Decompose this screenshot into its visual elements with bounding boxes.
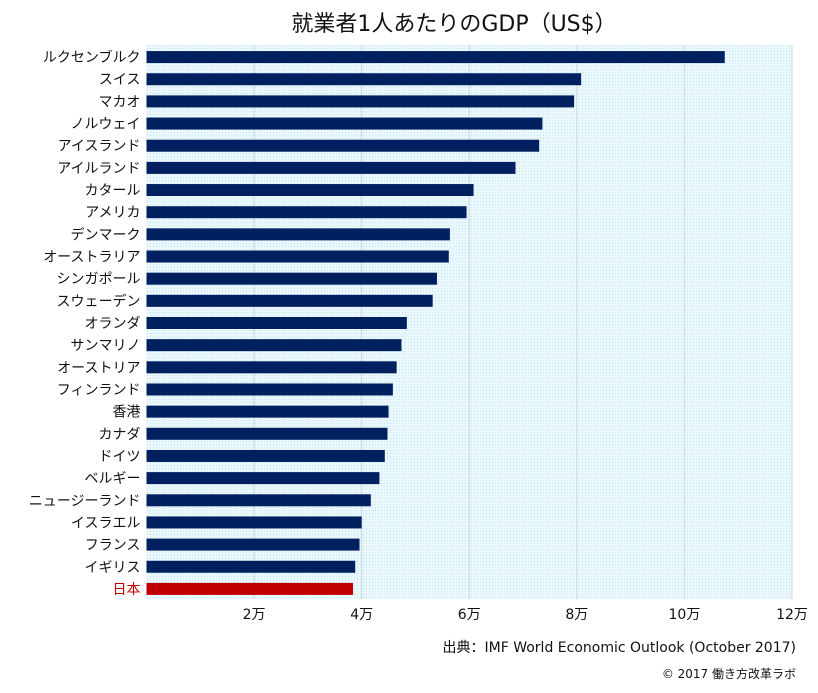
bar bbox=[146, 361, 397, 374]
bar bbox=[146, 294, 433, 307]
bar bbox=[146, 339, 402, 352]
bar bbox=[146, 472, 380, 485]
bar bbox=[146, 184, 474, 197]
y-category-label: 日本 bbox=[113, 582, 141, 598]
y-category-label: アメリカ bbox=[85, 205, 140, 221]
bar bbox=[146, 228, 450, 241]
y-category-label: イギリス bbox=[85, 560, 141, 576]
bar bbox=[146, 582, 354, 595]
y-category-label: シンガポール bbox=[57, 272, 141, 288]
x-tick-label: 10万 bbox=[669, 607, 701, 623]
bar bbox=[146, 538, 360, 551]
bar bbox=[146, 95, 575, 108]
y-category-label: オーストリア bbox=[57, 360, 140, 376]
y-category-label: スウェーデン bbox=[57, 293, 141, 310]
x-tick-label: 8万 bbox=[565, 607, 588, 623]
y-category-label: フランス bbox=[85, 538, 141, 554]
y-category-label: ノルウェイ bbox=[71, 117, 141, 133]
y-category-label: 香港 bbox=[113, 405, 141, 421]
x-tick-label: 4万 bbox=[350, 607, 373, 623]
y-category-label: イスラエル bbox=[71, 515, 141, 531]
bar bbox=[146, 516, 362, 529]
y-category-label: ドイツ bbox=[99, 449, 141, 465]
bar bbox=[146, 51, 725, 64]
bar bbox=[146, 73, 582, 86]
y-category-label: スイス bbox=[99, 72, 141, 88]
y-category-label: ニュージーランド bbox=[29, 493, 141, 509]
bar bbox=[146, 139, 540, 152]
bar bbox=[146, 449, 385, 462]
bar bbox=[146, 161, 516, 174]
bar bbox=[146, 560, 356, 573]
y-category-label: アイルランド bbox=[57, 161, 140, 177]
bar bbox=[146, 206, 467, 219]
bar bbox=[146, 250, 449, 263]
y-category-label: オランダ bbox=[85, 316, 141, 332]
y-category-label: フィンランド bbox=[57, 382, 141, 398]
y-category-label: ルクセンブルク bbox=[43, 49, 141, 66]
bar bbox=[146, 383, 393, 396]
bar bbox=[146, 317, 407, 329]
bar bbox=[146, 405, 389, 418]
bar bbox=[146, 117, 543, 130]
y-category-label: マカオ bbox=[99, 94, 141, 110]
x-tick-label: 6万 bbox=[458, 607, 481, 623]
y-category-label: カナダ bbox=[99, 427, 141, 443]
bar bbox=[146, 427, 388, 440]
y-category-label: カタール bbox=[85, 183, 141, 199]
chart-title: 就業者1人あたりのGDP（US$） bbox=[291, 12, 617, 37]
source-note: 出典：IMF World Economic Outlook (October 2… bbox=[442, 640, 797, 656]
bar bbox=[146, 272, 437, 285]
y-category-label: ベルギー bbox=[85, 471, 141, 487]
y-category-label: アイスランド bbox=[58, 139, 141, 155]
x-tick-label: 12万 bbox=[776, 607, 808, 623]
y-category-label: サンマリノ bbox=[71, 338, 141, 354]
x-tick-label: 2万 bbox=[243, 607, 266, 623]
y-category-label: デンマーク bbox=[71, 226, 141, 243]
copyright: © 2017 働き方改革ラボ bbox=[661, 667, 796, 681]
y-category-label: オーストラリア bbox=[43, 250, 140, 266]
bar bbox=[146, 494, 371, 507]
